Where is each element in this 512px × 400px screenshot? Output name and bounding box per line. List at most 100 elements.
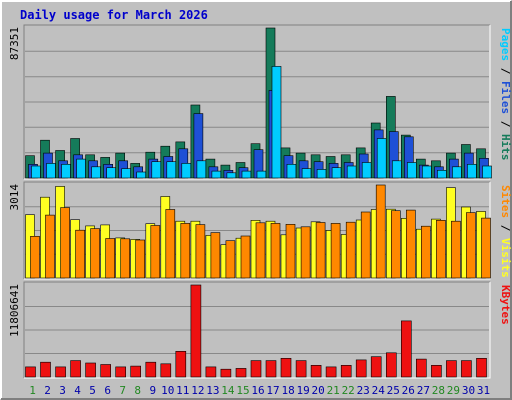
bar-sites-day-16 xyxy=(255,222,266,279)
bar-kbytes-day-4 xyxy=(70,360,81,378)
bar-kbytes-day-8 xyxy=(130,365,141,378)
bar-kbytes-day-19 xyxy=(295,360,307,378)
bar-pages-day-22 xyxy=(346,165,357,179)
x-tick-label-day-22: 22 xyxy=(342,384,355,397)
bar-sites-day-7 xyxy=(120,238,130,279)
bar-sites-day-25 xyxy=(390,210,401,279)
axis-max-label: 3014 xyxy=(8,184,21,211)
bar-kbytes-day-31 xyxy=(476,357,487,378)
legend-part-2: Files xyxy=(499,81,512,114)
bar-pages-day-10 xyxy=(166,161,177,179)
legend-part-0: Pages xyxy=(499,28,512,61)
bar-pages-day-23 xyxy=(361,162,372,179)
legend-part-2: Visits xyxy=(499,238,512,278)
legend-part-0: Sites xyxy=(499,185,512,218)
panel-border-dark xyxy=(23,181,490,279)
bar-kbytes-day-9 xyxy=(145,361,157,378)
bar-pages-day-17 xyxy=(271,66,282,179)
x-tick-label-day-23: 23 xyxy=(357,384,370,397)
bar-pages-day-26 xyxy=(406,162,417,179)
bar-kbytes-day-7 xyxy=(115,366,126,378)
bar-kbytes-day-17 xyxy=(265,360,277,378)
bar-pages-day-1 xyxy=(31,165,41,179)
bar-pages-day-25 xyxy=(391,160,402,179)
bar-kbytes-day-28 xyxy=(431,364,442,378)
x-tick-label-day-8: 8 xyxy=(134,384,141,397)
bar-pages-day-8 xyxy=(136,171,146,179)
bar-pages-day-3 xyxy=(61,164,71,179)
x-tick-label-day-16: 16 xyxy=(251,384,264,397)
panel-border-light xyxy=(24,182,491,280)
bar-pages-day-4 xyxy=(76,158,86,179)
bar-sites-day-6 xyxy=(105,238,115,279)
bar-sites-day-17 xyxy=(270,223,281,279)
x-tick-label-day-30: 30 xyxy=(462,384,475,397)
bar-sites-day-26 xyxy=(405,209,416,279)
x-tick-label-day-26: 26 xyxy=(402,384,415,397)
bar-kbytes-day-23 xyxy=(355,359,367,378)
bar-sites-day-30 xyxy=(466,212,476,279)
bar-pages-day-20 xyxy=(316,169,327,179)
panel-bottom: 11806641 KBytes xyxy=(8,281,512,379)
bar-kbytes-day-6 xyxy=(100,364,111,378)
axis-max-label: 87351 xyxy=(8,27,21,60)
bar-sites-day-18 xyxy=(285,224,296,279)
bar-kbytes-day-18 xyxy=(280,357,292,378)
x-tick-label-day-14: 14 xyxy=(221,384,235,397)
x-tick-label-day-21: 21 xyxy=(327,384,340,397)
series-legend-label: Sites / Visits xyxy=(499,185,512,278)
panel-top: 87351 Pages / Files / Hits xyxy=(8,24,512,180)
series-legend-label: KBytes xyxy=(499,285,512,325)
bar-kbytes-day-24 xyxy=(370,356,382,378)
legend-part-3: / xyxy=(499,114,512,134)
bar-kbytes-day-10 xyxy=(160,363,172,378)
bar-sites-day-24 xyxy=(375,184,386,279)
bar-kbytes-day-20 xyxy=(310,364,322,378)
x-tick-label-day-28: 28 xyxy=(432,384,445,397)
bar-sites-day-28 xyxy=(436,220,446,279)
bar-sites-day-8 xyxy=(135,239,145,279)
bar-sites-day-11 xyxy=(180,223,191,279)
x-tick-label-day-24: 24 xyxy=(372,384,386,397)
bar-pages-day-19 xyxy=(301,168,312,179)
bar-kbytes-day-5 xyxy=(85,362,96,378)
series-legend-label: Pages / Files / Hits xyxy=(499,28,512,161)
panel-border-light xyxy=(24,282,491,379)
bar-kbytes-day-27 xyxy=(415,358,427,378)
x-tick-label-day-25: 25 xyxy=(387,384,400,397)
x-tick-label-day-4: 4 xyxy=(74,384,81,397)
panel-middle: 3014 Sites / Visits xyxy=(8,181,512,280)
x-tick-label-day-12: 12 xyxy=(191,384,204,397)
bar-kbytes-day-2 xyxy=(40,361,51,378)
x-tick-label-day-1: 1 xyxy=(29,384,36,397)
panel-border-light xyxy=(24,25,491,180)
bar-pages-day-28 xyxy=(437,170,447,179)
panel-border-dark xyxy=(23,24,490,179)
bar-sites-day-9 xyxy=(150,225,161,279)
bar-pages-day-2 xyxy=(46,163,56,179)
bar-sites-day-3 xyxy=(60,207,70,279)
bar-sites-day-12 xyxy=(195,224,206,279)
x-tick-label-day-10: 10 xyxy=(161,384,174,397)
bar-kbytes-day-12 xyxy=(190,284,202,378)
legend-part-1: / xyxy=(499,61,512,81)
x-tick-label-day-18: 18 xyxy=(281,384,294,397)
bar-kbytes-day-26 xyxy=(400,320,412,378)
bar-sites-day-13 xyxy=(210,232,221,279)
bar-sites-day-20 xyxy=(315,222,326,279)
bar-pages-day-5 xyxy=(91,166,101,179)
bar-pages-day-13 xyxy=(211,170,222,179)
bar-pages-day-31 xyxy=(482,165,492,179)
bar-pages-day-9 xyxy=(151,161,162,179)
bar-pages-day-11 xyxy=(181,163,192,179)
bar-kbytes-day-29 xyxy=(446,360,457,378)
x-tick-label-day-27: 27 xyxy=(417,384,430,397)
bar-kbytes-day-15 xyxy=(235,368,247,378)
x-tick-label-day-31: 31 xyxy=(477,384,490,397)
x-tick-label-day-7: 7 xyxy=(119,384,126,397)
bar-pages-day-15 xyxy=(241,170,252,179)
bar-sites-day-27 xyxy=(420,225,431,279)
x-tick-label-day-17: 17 xyxy=(266,384,279,397)
